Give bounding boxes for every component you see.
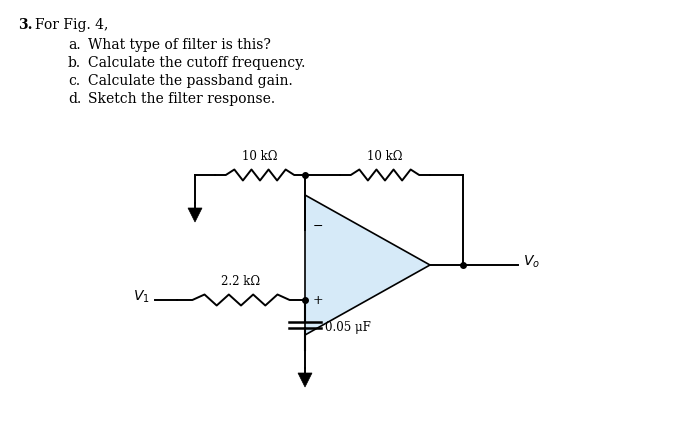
Text: 3.: 3. [18,18,32,32]
Text: What type of filter is this?: What type of filter is this? [88,38,271,52]
Text: $V_o$: $V_o$ [523,254,540,270]
Text: Calculate the passband gain.: Calculate the passband gain. [88,74,293,88]
Polygon shape [188,208,202,222]
Text: For Fig. 4,: For Fig. 4, [35,18,108,32]
Text: Calculate the cutoff frequency.: Calculate the cutoff frequency. [88,56,305,70]
Text: 10 kΩ: 10 kΩ [367,150,403,163]
Text: −: − [313,219,324,232]
Polygon shape [305,195,430,335]
Text: 2.2 kΩ: 2.2 kΩ [222,275,261,288]
Text: +: + [313,293,324,307]
Text: d.: d. [68,92,81,106]
Text: Sketch the filter response.: Sketch the filter response. [88,92,275,106]
Text: b.: b. [68,56,81,70]
Text: $V_1$: $V_1$ [133,289,150,305]
Text: a.: a. [68,38,81,52]
Text: 0.05 μF: 0.05 μF [325,320,371,334]
Polygon shape [298,373,312,387]
Text: 10 kΩ: 10 kΩ [242,150,278,163]
Text: c.: c. [68,74,80,88]
